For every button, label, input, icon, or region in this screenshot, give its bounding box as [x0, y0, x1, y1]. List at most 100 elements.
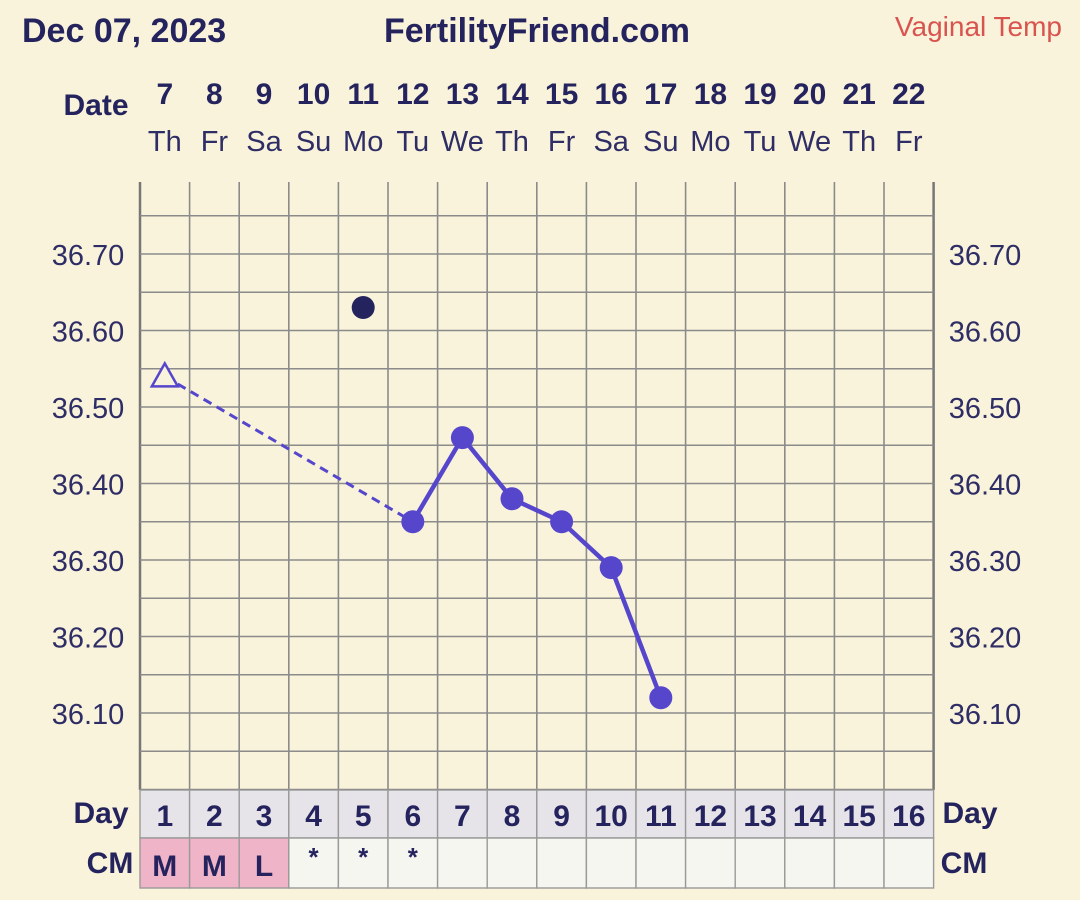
- y-tick-label-right: 36.70: [949, 240, 1022, 272]
- cm-cell: [238, 837, 290, 889]
- date-label: 9: [256, 78, 273, 111]
- discarded-point: [351, 296, 375, 320]
- date-label: 21: [843, 78, 876, 111]
- day-cell: [536, 789, 588, 839]
- site-name: FertilityFriend.com: [384, 12, 690, 50]
- date-row-label: Date: [63, 89, 128, 122]
- cycle-day: 9: [553, 800, 570, 833]
- cycle-table: 1 2 3 4 5 6 7 8 9 10 11 12 13 14 15 16M M L * * *: [139, 789, 935, 889]
- cm-cell: [833, 837, 885, 889]
- cm-cell: [635, 837, 687, 889]
- day-row-label-right: Day: [942, 797, 997, 830]
- cm-value: M: [152, 850, 177, 883]
- cycle-day: 4: [305, 800, 322, 833]
- cm-cell: [486, 837, 538, 889]
- y-tick-label-left: 36.60: [52, 317, 125, 349]
- cm-cell: [387, 837, 439, 889]
- y-tick-label-left: 36.40: [52, 470, 125, 502]
- day-cell: [784, 789, 836, 839]
- temperature-polyline: [410, 435, 663, 699]
- day-cell: [833, 789, 885, 839]
- cycle-day: 13: [743, 800, 776, 833]
- cm-cell: [585, 837, 637, 889]
- date-label: 18: [694, 78, 727, 111]
- y-tick-label-right: 36.30: [949, 546, 1022, 578]
- chart-date: Dec 07, 2023: [22, 12, 226, 50]
- day-cell: [436, 789, 488, 839]
- cycle-day: 5: [355, 800, 372, 833]
- weekday-label: Tu: [396, 126, 429, 158]
- temp-method: Vaginal Temp: [895, 11, 1062, 42]
- cm-cell: [436, 837, 488, 889]
- cycle-day: 1: [156, 800, 173, 833]
- cycle-day: 10: [595, 800, 628, 833]
- cm-cell: [684, 837, 736, 889]
- y-tick-label-left: 36.20: [52, 623, 125, 655]
- cm-cell: [536, 837, 588, 889]
- weekday-label: Fr: [548, 126, 576, 158]
- temperature-line: [164, 375, 663, 699]
- temperature-point: [401, 510, 425, 534]
- cycle-day: 3: [256, 800, 273, 833]
- weekday-label: Fr: [895, 126, 923, 158]
- date-label: 11: [347, 78, 379, 111]
- weekday-label: We: [441, 126, 484, 158]
- y-axis: 36.10 36.10 36.20 36.20 36.30 36.30 36.40 36.40…: [52, 240, 1022, 731]
- temperature-point: [550, 510, 574, 534]
- cycle-day: 8: [504, 800, 521, 833]
- cm-row-label-right: CM: [941, 847, 988, 880]
- y-tick-label-left: 36.50: [52, 393, 125, 425]
- weekday-label: Tu: [744, 126, 777, 158]
- cm-row-label-left: CM: [87, 847, 134, 880]
- weekday-label: Sa: [593, 126, 629, 158]
- date-label: 10: [297, 78, 330, 111]
- dashed-segment: [164, 375, 414, 524]
- cycle-day: 11: [645, 800, 677, 833]
- date-label: 16: [595, 78, 628, 111]
- day-cell: [387, 789, 439, 839]
- date-label: 7: [156, 78, 173, 111]
- cm-value: *: [408, 842, 419, 872]
- weekday-label: Th: [842, 126, 876, 158]
- date-label: 22: [892, 78, 925, 111]
- open-triangle-point: [149, 360, 180, 388]
- date-columns: 7 8 9 10 11 12 13 14 15 16 17 18 19 20 21 22 Th Fr Sa Su Mo T…: [148, 78, 926, 158]
- day-cell: [337, 789, 389, 839]
- date-label: 17: [644, 78, 677, 111]
- y-tick-label-right: 36.20: [949, 623, 1022, 655]
- day-cell: [684, 789, 736, 839]
- date-label: 15: [545, 78, 578, 111]
- cm-value: *: [358, 842, 369, 872]
- temperature-point: [450, 426, 474, 450]
- day-cell: [883, 789, 935, 839]
- day-cell: [585, 789, 637, 839]
- cm-value: M: [202, 850, 227, 883]
- cycle-day: 16: [892, 800, 925, 833]
- cm-cell: [337, 837, 389, 889]
- cycle-day: 2: [206, 800, 223, 833]
- weekday-label: Th: [148, 126, 182, 158]
- day-cell: [238, 789, 290, 839]
- weekday-label: Fr: [201, 126, 229, 158]
- day-cell: [486, 789, 538, 839]
- cm-value: L: [255, 850, 273, 883]
- y-tick-label-left: 36.10: [52, 699, 125, 731]
- date-label: 20: [793, 78, 826, 111]
- y-tick-label-right: 36.60: [949, 317, 1022, 349]
- date-label: 19: [743, 78, 776, 111]
- day-cell: [635, 789, 687, 839]
- temperature-point: [599, 556, 623, 580]
- y-tick-label-right: 36.50: [949, 393, 1022, 425]
- weekday-label: Th: [495, 126, 529, 158]
- cm-cell: [883, 837, 935, 889]
- weekday-label: Su: [643, 126, 678, 158]
- temperature-point: [500, 487, 524, 511]
- cm-cell: [734, 837, 786, 889]
- cm-cell: [139, 837, 191, 889]
- date-label: 12: [396, 78, 429, 111]
- y-tick-label-left: 36.30: [52, 546, 125, 578]
- day-cell: [188, 789, 240, 839]
- cycle-day: 12: [694, 800, 727, 833]
- weekday-label: Mo: [690, 126, 730, 158]
- weekday-label: Mo: [343, 126, 383, 158]
